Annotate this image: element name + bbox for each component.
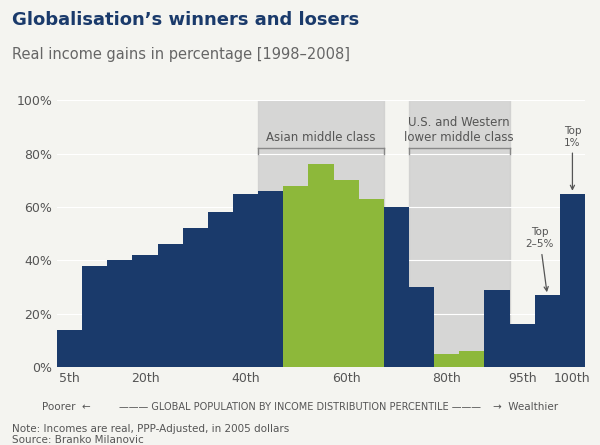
Bar (535, 295, 560, 367)
Bar (57, 330, 82, 367)
Bar (158, 244, 183, 367)
Text: Real income gains in percentage [1998–2008]: Real income gains in percentage [1998–20… (12, 47, 350, 62)
Bar (409, 287, 434, 367)
Bar (334, 180, 359, 367)
Bar (208, 212, 233, 367)
Bar (359, 199, 384, 367)
Text: ——— GLOBAL POPULATION BY INCOME DISTRIBUTION PERCENTILE ———: ——— GLOBAL POPULATION BY INCOME DISTRIBU… (119, 402, 481, 412)
Bar (82, 266, 107, 367)
Bar (384, 207, 409, 367)
Bar (484, 290, 509, 367)
Text: Top
2–5%: Top 2–5% (526, 227, 554, 291)
Bar (409, 100, 509, 367)
Text: →  Wealthier: → Wealthier (493, 402, 558, 412)
Bar (560, 194, 585, 367)
Text: Asian middle class: Asian middle class (266, 131, 376, 144)
Text: Poorer  ←: Poorer ← (42, 402, 91, 412)
Bar (183, 228, 208, 367)
Text: Top
1%: Top 1% (563, 126, 581, 190)
Bar (509, 324, 535, 367)
Bar (283, 186, 308, 367)
Text: Source: Branko Milanovic: Source: Branko Milanovic (12, 435, 144, 445)
Bar (233, 194, 258, 367)
Text: Note: Incomes are real, PPP-Adjusted, in 2005 dollars: Note: Incomes are real, PPP-Adjusted, in… (12, 424, 289, 433)
Bar (308, 164, 334, 367)
Text: U.S. and Western
lower middle class: U.S. and Western lower middle class (404, 116, 514, 144)
Bar (133, 255, 158, 367)
Text: Globalisation’s winners and losers: Globalisation’s winners and losers (12, 11, 359, 29)
Bar (107, 260, 133, 367)
Bar (434, 354, 459, 367)
Bar (459, 351, 484, 367)
Bar (258, 100, 384, 367)
Bar (258, 191, 283, 367)
